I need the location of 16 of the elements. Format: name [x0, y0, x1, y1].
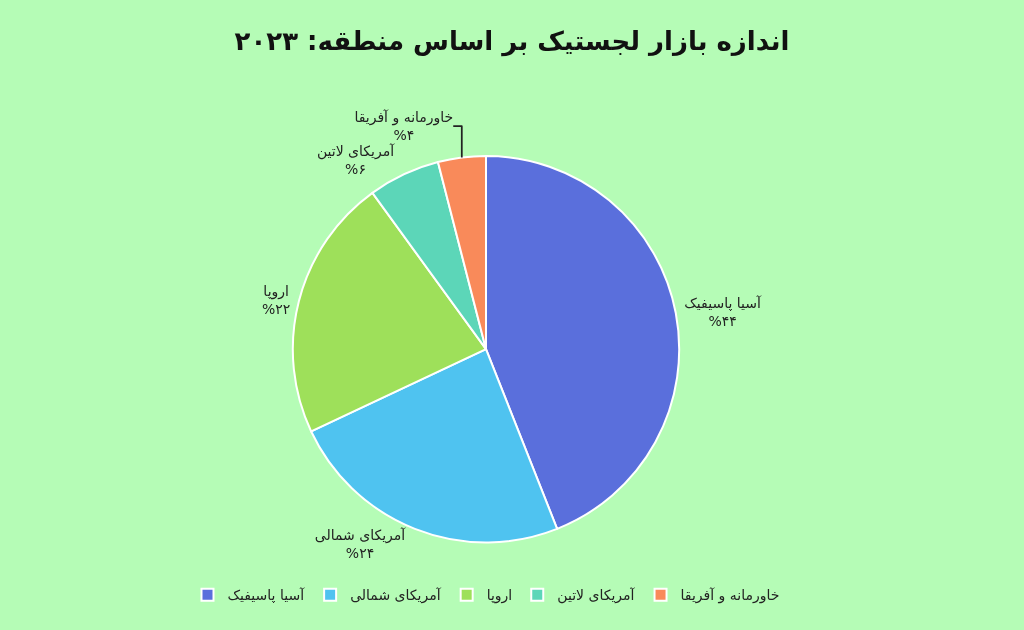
legend-label: خاورمانه و آفریقا — [680, 587, 780, 605]
data-label: %۴۴ — [708, 313, 737, 330]
legend-label: اروپا — [486, 587, 513, 605]
chart-title: اندازه بازار لجستیک بر اساس منطقه: ۲۰۲۳ — [234, 25, 790, 57]
slice-label: آمریکای لاتین — [316, 143, 396, 161]
slice-label: آسیا پاسیفیک — [684, 295, 762, 313]
slice-label: اروپا — [263, 283, 289, 300]
data-label: %۲۲ — [261, 301, 291, 318]
data-label: %۶ — [345, 161, 366, 178]
legend-label: آسیا پاسیفیک — [227, 587, 306, 605]
slice-label: خاورمانه و آفریقا — [354, 109, 454, 127]
slice-label: آمریکای شمالی — [314, 526, 407, 544]
data-label: %۴ — [393, 127, 415, 144]
legend-label: آمریکای شمالی — [350, 587, 442, 605]
legend-label: آمریکای لاتین — [557, 587, 636, 605]
data-label: %۲۴ — [345, 544, 375, 561]
